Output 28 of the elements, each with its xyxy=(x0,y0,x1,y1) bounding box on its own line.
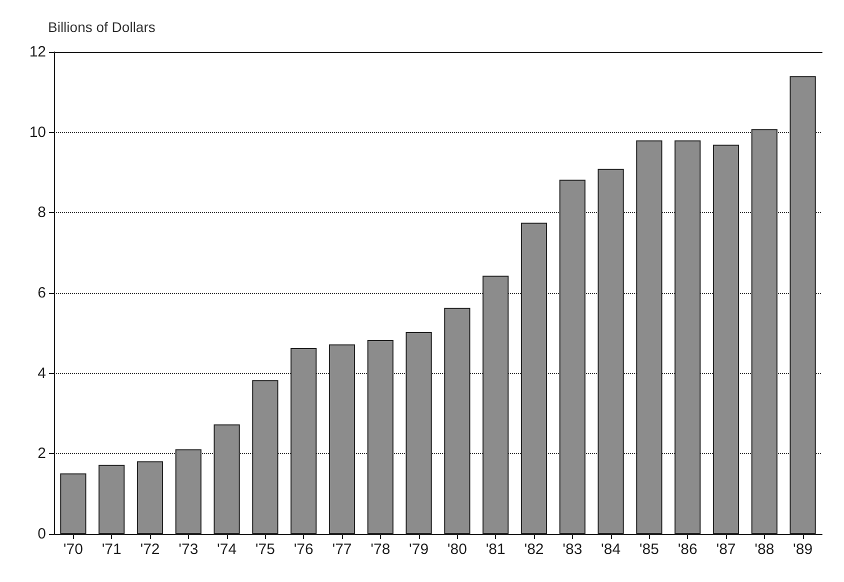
x-tick-label: '87 xyxy=(716,541,736,558)
y-tick-label: 0 xyxy=(38,526,46,542)
y-axis-title: Billions of Dollars xyxy=(48,19,156,35)
y-tick-label: 4 xyxy=(38,364,46,382)
y-tick-label: 8 xyxy=(38,204,46,222)
x-tick-label: '86 xyxy=(678,541,698,558)
y-tick-label: 2 xyxy=(38,445,46,462)
x-tick-label: '82 xyxy=(524,541,544,558)
y-tick-label: 10 xyxy=(29,124,46,141)
x-tick-label: '84 xyxy=(601,541,621,558)
x-tick-label: '81 xyxy=(486,541,506,558)
x-tick-label: '76 xyxy=(294,541,314,558)
x-tick-label: '89 xyxy=(793,541,813,558)
x-tick-label: '78 xyxy=(370,541,390,558)
x-tick-label: '72 xyxy=(140,541,160,558)
x-tick-label: '77 xyxy=(332,541,352,558)
x-tick-label: '71 xyxy=(102,541,122,558)
x-tick-label: '75 xyxy=(255,541,275,558)
x-tick-label: '88 xyxy=(754,541,774,558)
x-tick-label: '79 xyxy=(409,541,429,558)
x-tick-label: '70 xyxy=(63,541,83,558)
y-tick-label: 6 xyxy=(38,284,46,302)
x-tick-label: '83 xyxy=(562,541,582,558)
y-tick-label: 12 xyxy=(29,44,46,60)
x-tick-label: '80 xyxy=(447,541,467,558)
x-tick-label: '85 xyxy=(639,541,659,558)
x-tick-label: '74 xyxy=(217,541,237,558)
x-tick-label: '73 xyxy=(178,541,198,558)
